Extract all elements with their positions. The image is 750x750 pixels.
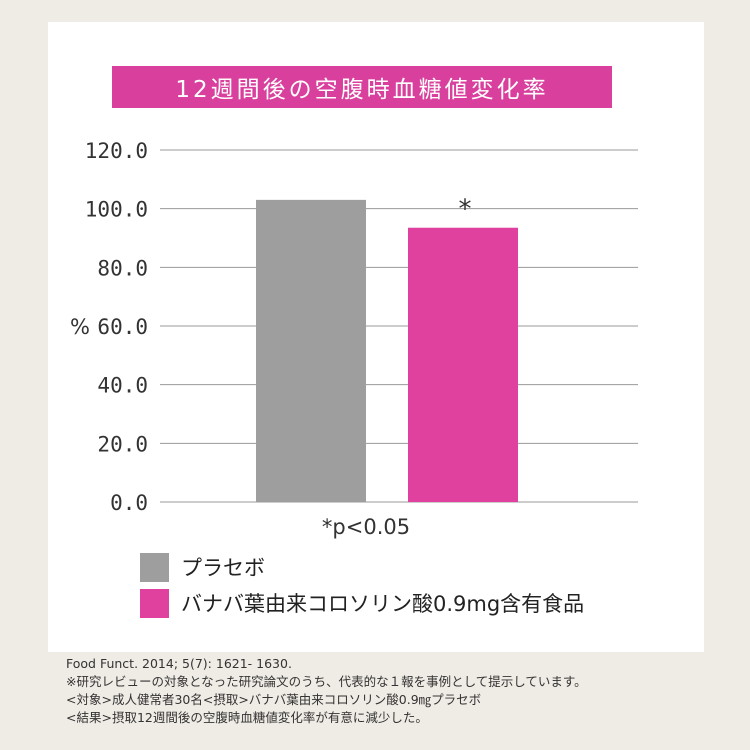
significance-marker: * bbox=[459, 195, 472, 225]
legend-swatch-placebo bbox=[140, 552, 169, 582]
y-tick-label: 40.0 bbox=[97, 374, 148, 398]
y-tick-label: 20.0 bbox=[97, 432, 148, 456]
footer-line-citation: Food Funct. 2014; 5(7): 1621- 1630. bbox=[66, 656, 292, 671]
footer-line-subjects: <対象>成人健常者30名<摂取>バナバ葉由来コロソリン酸0.9㎎プラセボ bbox=[66, 692, 482, 707]
y-tick-label: 120.0 bbox=[85, 139, 148, 163]
citation-footer: Food Funct. 2014; 5(7): 1621- 1630. ※研究レ… bbox=[66, 655, 746, 727]
footer-line-result: <結果>摂取12週間後の空腹時血糖値変化率が有意に減少した。 bbox=[66, 710, 428, 725]
bar bbox=[408, 227, 518, 502]
y-axis-label: % bbox=[70, 315, 90, 339]
chart-title: 12週間後の空腹時血糖値変化率 bbox=[112, 66, 612, 108]
y-tick-label: 60.0 bbox=[97, 315, 148, 339]
y-tick-label: 100.0 bbox=[85, 198, 148, 222]
legend-swatch-banana bbox=[140, 588, 169, 618]
bar bbox=[256, 199, 366, 502]
legend-item-banana: バナバ葉由来コロソリン酸0.9mg含有食品 bbox=[140, 588, 584, 618]
legend-item-placebo: プラセボ bbox=[140, 552, 265, 582]
footer-line-note: ※研究レビューの対象となった研究論文のうち、代表的な１報を事例として提示していま… bbox=[66, 674, 587, 689]
legend-label-banana: バナバ葉由来コロソリン酸0.9mg含有食品 bbox=[181, 592, 585, 616]
chart-panel bbox=[48, 22, 704, 652]
significance-note: *p<0.05 bbox=[322, 515, 410, 539]
y-tick-label: 0.0 bbox=[110, 491, 148, 515]
legend-label-placebo: プラセボ bbox=[181, 556, 265, 580]
y-tick-label: 80.0 bbox=[97, 256, 148, 280]
